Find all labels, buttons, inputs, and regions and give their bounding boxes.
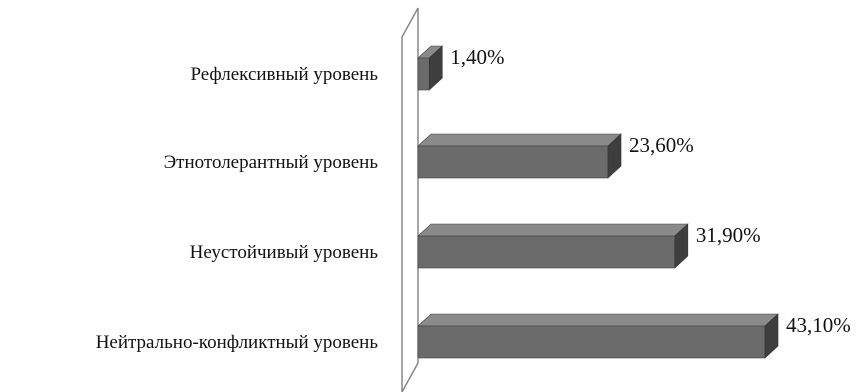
bar-front-face — [417, 235, 676, 269]
category-label-3: Нейтрально-конфликтный уровень — [96, 332, 379, 353]
bar-side-face — [674, 223, 689, 269]
category-label-2: Неустойчивый уровень — [190, 242, 379, 263]
bar-top-face — [417, 313, 779, 327]
bar-0 — [417, 45, 444, 91]
bar-side-face — [764, 313, 779, 359]
value-label-2: 31,90% — [696, 223, 761, 247]
value-labels: 1,40% 23,60% 31,90% 43,10% — [450, 45, 850, 337]
bar-top-face — [417, 223, 689, 237]
bar-front-face — [417, 57, 430, 91]
bar-side-face — [607, 133, 622, 179]
bar-1 — [417, 133, 622, 179]
category-label-0: Рефлексивный уровень — [190, 64, 378, 85]
bar-front-face — [417, 145, 609, 179]
bar-side-face — [428, 45, 443, 91]
bar-2 — [417, 223, 689, 269]
value-label-0: 1,40% — [450, 45, 504, 69]
bar-3 — [417, 313, 779, 359]
chart-back-wall — [401, 7, 419, 392]
bars-group — [417, 45, 779, 359]
bar-top-face — [417, 133, 622, 147]
category-labels: Рефлексивный уровень Этнотолерантный уров… — [96, 64, 379, 353]
category-label-1: Этнотолерантный уровень — [164, 152, 379, 173]
value-label-3: 43,10% — [786, 313, 851, 337]
value-label-1: 23,60% — [629, 133, 694, 157]
bar-front-face — [417, 325, 766, 359]
